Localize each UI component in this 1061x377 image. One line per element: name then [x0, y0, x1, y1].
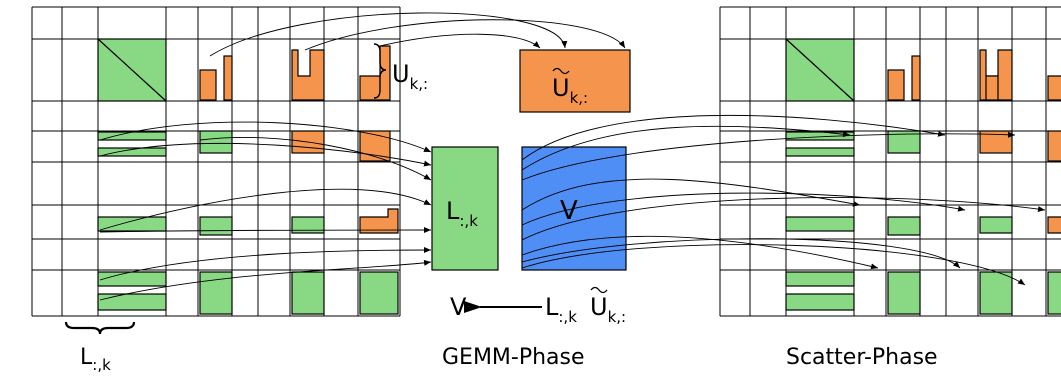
v-block-label: V — [560, 196, 578, 226]
v-block — [199, 216, 233, 236]
v-block — [359, 208, 399, 234]
gemm-phase-label: GEMM-Phase — [442, 345, 585, 370]
data-arrow — [521, 197, 1046, 241]
v-block — [887, 216, 921, 236]
eq-v: V — [450, 293, 467, 321]
data-arrow — [521, 244, 1026, 286]
data-arrow — [521, 192, 966, 226]
v-block — [291, 271, 325, 315]
data-arrow — [199, 136, 432, 181]
diag-line — [97, 38, 167, 102]
left-matrix-blocks — [97, 38, 399, 315]
data-arrow — [99, 188, 432, 231]
data-arrow — [99, 247, 432, 281]
v-block — [979, 216, 1013, 234]
l-block — [785, 293, 855, 311]
v-block — [199, 271, 233, 315]
arrows — [99, 12, 1046, 301]
data-arrow — [521, 114, 946, 161]
v-block — [359, 271, 399, 315]
u-row-brace — [373, 43, 387, 99]
u-block — [985, 75, 999, 101]
data-arrow — [99, 227, 432, 234]
l-col-label: L:,k — [80, 345, 111, 374]
data-arrow — [379, 33, 541, 49]
l-block-label: L:,k — [446, 197, 478, 230]
v-block — [1047, 216, 1061, 234]
data-arrow — [99, 259, 432, 301]
u-tilde-tilde — [552, 67, 570, 75]
u-block — [199, 69, 217, 101]
l-col-brace — [64, 321, 136, 335]
l-block — [785, 271, 855, 287]
data-arrow — [99, 121, 432, 153]
u-block — [359, 45, 391, 101]
l-block — [97, 271, 167, 287]
eq-u: Uk,: — [590, 293, 626, 326]
u-block — [291, 49, 325, 101]
l-block — [431, 146, 499, 271]
l-block — [97, 131, 167, 141]
v-block — [979, 271, 1013, 315]
u-block — [223, 55, 233, 101]
v-block — [1047, 130, 1061, 162]
right-matrix-blocks — [785, 38, 1061, 315]
data-arrow — [521, 235, 879, 270]
diag-line — [785, 38, 855, 102]
u-tilde-label: Uk,: — [552, 74, 588, 107]
right-matrix-grid — [719, 6, 1061, 317]
l-block — [785, 216, 855, 232]
v-block — [1047, 271, 1061, 315]
u-block — [1047, 75, 1061, 101]
l-block — [97, 216, 167, 232]
v-block — [887, 271, 921, 315]
left-matrix — [31, 6, 401, 317]
data-arrow — [521, 238, 961, 269]
scatter-phase-label: Scatter-Phase — [786, 345, 938, 370]
data-arrow — [521, 131, 1016, 181]
data-arrow — [304, 19, 626, 51]
right-matrix — [719, 6, 1061, 317]
l-block — [97, 293, 167, 311]
eq-l: L:,k — [545, 293, 577, 326]
data-arrow — [99, 142, 432, 167]
u-tilde-block — [519, 49, 631, 113]
data-arrow — [209, 12, 568, 57]
l-block — [785, 147, 855, 157]
v-block — [199, 130, 233, 154]
u-block — [911, 55, 921, 101]
eq-u-tilde — [590, 286, 608, 294]
data-arrow — [521, 178, 861, 211]
data-arrow — [521, 125, 851, 171]
u-row-label: Uk,: — [392, 60, 428, 93]
left-matrix-grid — [31, 6, 401, 317]
u-block — [887, 69, 905, 101]
